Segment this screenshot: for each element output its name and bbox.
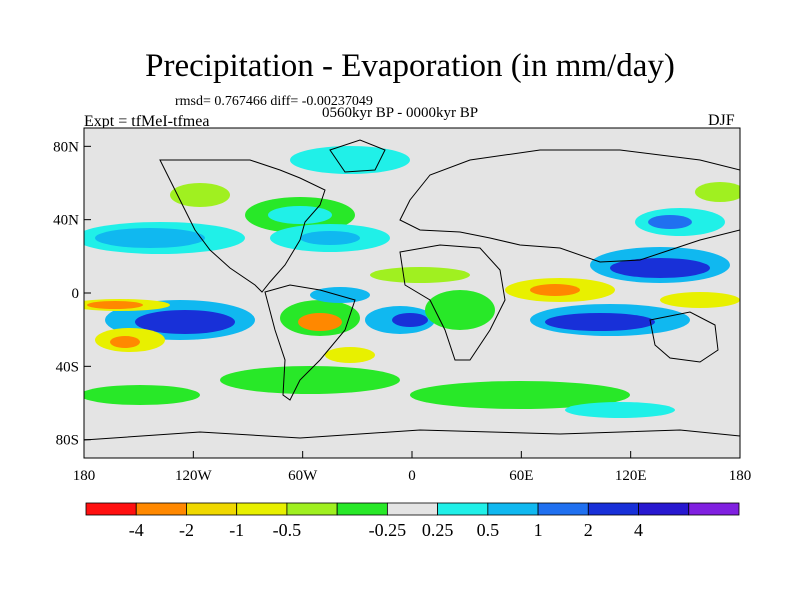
- colorbar-swatch: [487, 502, 539, 516]
- contour-patch: [610, 258, 710, 278]
- colorbar-label: 4: [634, 520, 643, 540]
- lon-tick-label: 120W: [175, 468, 213, 484]
- colorbar-label: -0.25: [369, 520, 407, 540]
- colorbar-swatch: [386, 502, 439, 516]
- colorbar-label: 1: [534, 520, 543, 540]
- lon-tick-label: 180: [729, 468, 752, 484]
- lon-tick-label: 60E: [509, 468, 533, 484]
- contour-patch: [135, 310, 235, 334]
- contour-patch: [220, 366, 400, 394]
- contour-patch: [410, 381, 630, 409]
- colorbar-label: 0.25: [422, 520, 454, 540]
- coastline-north-america: [159, 159, 326, 293]
- contour-patch: [268, 206, 332, 224]
- coastline-australia: [649, 311, 719, 363]
- contour-patch: [170, 183, 230, 207]
- contour-patch: [565, 402, 675, 418]
- colorbar-swatch: [286, 502, 338, 516]
- contour-patch: [290, 146, 410, 174]
- coastline-antarctica: [84, 429, 740, 441]
- contour-patch: [110, 336, 140, 348]
- colorbar-swatch: [336, 502, 388, 516]
- colorbar-label: 0.5: [477, 520, 500, 540]
- contour-patch: [95, 228, 205, 248]
- latitude-axis: 80N 40N 0 40S 80S: [53, 139, 91, 449]
- contour-patch: [392, 313, 428, 327]
- lon-tick-label: 60W: [288, 468, 318, 484]
- lon-tick-label: 180: [73, 468, 96, 484]
- colorbar-swatch: [437, 502, 489, 516]
- experiment-label: Expt = tfMeI-tfmea: [84, 113, 210, 130]
- contour-patch: [370, 267, 470, 283]
- colorbar-swatch: [186, 502, 238, 516]
- season-label: DJF: [708, 112, 735, 129]
- contour-patch: [425, 290, 495, 330]
- contour-patch: [300, 231, 360, 245]
- lon-tick-label: 0: [408, 468, 416, 484]
- colorbar-swatch: [537, 502, 589, 516]
- colorbar-swatch: [85, 502, 137, 516]
- colorbar-label: -4: [129, 520, 144, 540]
- lat-tick-label: 40S: [56, 359, 79, 375]
- colorbar: -4 -2 -1 -0.5 -0.25 0.25 0.5 1 2 4: [85, 502, 740, 540]
- coastlines: [84, 139, 740, 441]
- contour-patch: [530, 284, 580, 296]
- lat-tick-label: 40N: [53, 213, 79, 229]
- coastline-africa: [399, 244, 506, 361]
- colorbar-label: -0.5: [273, 520, 302, 540]
- coastline-greenland: [329, 139, 386, 173]
- colorbar-label: 2: [584, 520, 593, 540]
- colorbar-swatch: [587, 502, 639, 516]
- colorbar-label: -2: [179, 520, 194, 540]
- contour-patch: [325, 347, 375, 363]
- contour-patch: [545, 313, 655, 331]
- colorbar-swatch: [135, 502, 187, 516]
- longitude-axis: 180 120W 60W 0 60E 120E 180: [73, 451, 752, 484]
- lat-tick-label: 80S: [56, 433, 79, 449]
- contour-patch: [660, 292, 740, 308]
- lat-tick-label: 0: [72, 286, 80, 302]
- contour-patch: [84, 385, 200, 405]
- contour-patch: [298, 313, 342, 331]
- contour-patch: [695, 182, 740, 202]
- colorbar-swatch: [236, 502, 288, 516]
- lon-tick-label: 120E: [615, 468, 647, 484]
- colorbar-label: -1: [229, 520, 244, 540]
- period-label: 0560kyr BP - 0000kyr BP: [322, 105, 479, 121]
- contour-patch: [648, 215, 692, 229]
- colorbar-swatch: [638, 502, 690, 516]
- contour-field: [84, 146, 740, 418]
- lat-tick-label: 80N: [53, 139, 79, 155]
- colorbar-swatch: [688, 502, 740, 516]
- figure-title: Precipitation - Evaporation (in mm/day): [145, 48, 675, 84]
- contour-patch: [87, 301, 143, 309]
- stats-label: rmsd= 0.767466 diff= -0.00237049: [175, 94, 373, 109]
- coastline-europe-asia: [399, 149, 740, 263]
- coastline-south-america: [264, 284, 356, 401]
